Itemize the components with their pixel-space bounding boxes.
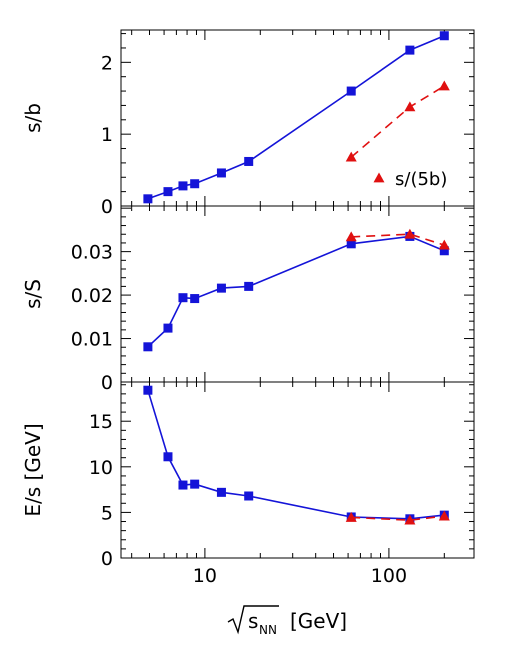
x-axis-label-subscript: NN [259, 623, 277, 637]
data-point [190, 294, 200, 304]
data-point [345, 151, 357, 162]
data-point [143, 385, 153, 395]
data-point [163, 187, 173, 197]
data-point [439, 246, 449, 256]
data-point [190, 179, 200, 189]
series-line [147, 389, 445, 520]
data-point [346, 239, 356, 249]
panel-frame-3 [120, 381, 475, 559]
data-point [178, 181, 188, 191]
y-tick-label: 0.01 [71, 329, 113, 351]
data-point [244, 491, 254, 501]
y-axis-label: s/b [21, 103, 45, 133]
y-tick-label: 15 [89, 411, 113, 433]
data-point [345, 231, 357, 242]
data-point [439, 31, 449, 41]
y-axis-label: s/S [21, 279, 45, 309]
data-point [190, 479, 200, 489]
legend-label: s/(5b) [395, 169, 447, 190]
y-tick-label: 0.03 [71, 242, 113, 264]
data-point [178, 293, 188, 303]
data-point [404, 228, 416, 239]
panel-frame-2 [120, 205, 475, 383]
y-tick-label: 0 [101, 196, 113, 218]
data-point [244, 281, 254, 291]
sqrt-symbol [227, 605, 279, 635]
x-tick-label: 100 [371, 565, 407, 587]
y-tick-label: 2 [101, 52, 113, 74]
y-axis-label: E/s [GeV] [21, 423, 45, 516]
data-point [404, 514, 416, 525]
y-tick-label: 0.02 [71, 285, 113, 307]
y-tick-label: 1 [101, 124, 113, 146]
x-axis-label-unit: [GeV] [290, 609, 347, 633]
x-axis-label-main: s [248, 609, 258, 633]
x-axis-label: s NN [GeV] [227, 605, 347, 637]
data-point [143, 342, 153, 352]
data-point [438, 239, 450, 250]
data-point [216, 168, 226, 178]
data-point [216, 487, 226, 497]
data-point [346, 86, 356, 96]
data-point [438, 510, 450, 521]
series-line [351, 515, 445, 522]
data-point [405, 45, 415, 55]
data-point [216, 283, 226, 293]
data-point [404, 101, 416, 112]
data-point [438, 80, 450, 91]
y-tick-label: 5 [101, 502, 113, 524]
legend-marker [373, 172, 385, 183]
y-tick-label: 0 [101, 548, 113, 570]
series-line [147, 235, 445, 348]
data-point [244, 156, 254, 166]
data-point [178, 480, 188, 490]
data-point [163, 452, 173, 462]
series-line [350, 85, 445, 158]
y-tick-label: 10 [89, 457, 113, 479]
y-tick-label: 0 [101, 372, 113, 394]
data-point [163, 323, 173, 333]
data-point [143, 194, 153, 204]
data-point [345, 511, 357, 522]
series-line [351, 233, 445, 246]
x-tick-label: 10 [193, 565, 217, 587]
